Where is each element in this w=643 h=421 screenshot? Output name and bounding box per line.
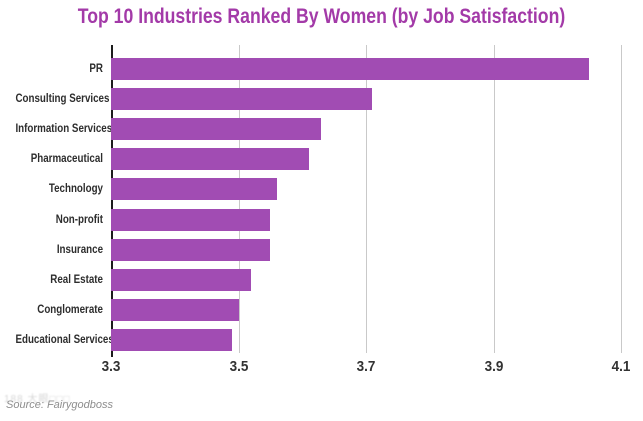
bar-track [111, 208, 621, 231]
chart-row: PR [0, 54, 621, 84]
bar-track [111, 328, 621, 351]
x-tick-label: 3.9 [484, 358, 503, 375]
category-label: PR [89, 63, 103, 76]
bar-non-profit [111, 208, 271, 231]
bar-track [111, 268, 621, 291]
category-label: Educational Services [15, 333, 114, 346]
bar-conglomerate [111, 298, 239, 321]
category-label: Conglomerate [37, 303, 104, 316]
category-label: Pharmaceutical [30, 153, 103, 166]
chart-row: Conglomerate [0, 295, 621, 325]
x-tick-label: 3.5 [229, 358, 248, 375]
bar-real-estate [111, 268, 252, 291]
watermark: 188 大眼□□□ [4, 394, 71, 405]
source-note: Source: Fairygodboss [6, 399, 113, 411]
category-label: Consulting Services [15, 93, 110, 106]
gridline-4.1 [621, 45, 622, 353]
gridline-3.9 [493, 45, 495, 353]
bar-track [111, 298, 621, 321]
chart-row: Educational Services [0, 325, 621, 355]
bar-track [111, 178, 621, 201]
bar-track [111, 118, 621, 141]
category-label: Information Services [15, 123, 113, 136]
chart-row: Real Estate [0, 265, 621, 295]
gridline-3.7 [366, 45, 367, 353]
bar-track [111, 148, 621, 171]
x-tick-label: 3.7 [356, 358, 376, 375]
category-label: Real Estate [50, 273, 103, 286]
bar-pharmaceutical [111, 148, 309, 171]
category-label: Non-profit [55, 213, 103, 226]
chart-row: Pharmaceutical [0, 144, 621, 174]
bar-track [111, 238, 621, 261]
category-label: Technology [48, 183, 103, 196]
plot-area: PR Consulting Services Information Service… [0, 45, 622, 357]
bar-rows: PR Consulting Services Information Service… [0, 45, 621, 355]
chart-row: Information Services [0, 114, 621, 144]
chart-title: Top 10 Industries Ranked By Women (by Jo… [77, 5, 566, 28]
chart-row: Technology [0, 174, 621, 204]
bar-pr [111, 58, 590, 81]
chart-row: Non-profit [0, 204, 621, 234]
x-tick-label: 3.3 [101, 358, 121, 375]
bar-track [111, 58, 621, 81]
category-label: Insurance [56, 243, 103, 256]
bar-technology [111, 178, 277, 201]
chart-row: Insurance [0, 235, 621, 265]
bar-information-services [111, 118, 322, 141]
bar-insurance [111, 238, 271, 261]
y-axis-line [111, 45, 113, 357]
x-tick-label: 4.1 [611, 358, 631, 375]
x-axis-tick-labels: 3.3 3.5 3.7 3.9 4.1 [102, 358, 631, 378]
bar-consulting-services [111, 88, 373, 111]
chart-row: Consulting Services [0, 84, 621, 114]
bar-educational-services [111, 328, 233, 351]
bar-track [111, 88, 621, 111]
